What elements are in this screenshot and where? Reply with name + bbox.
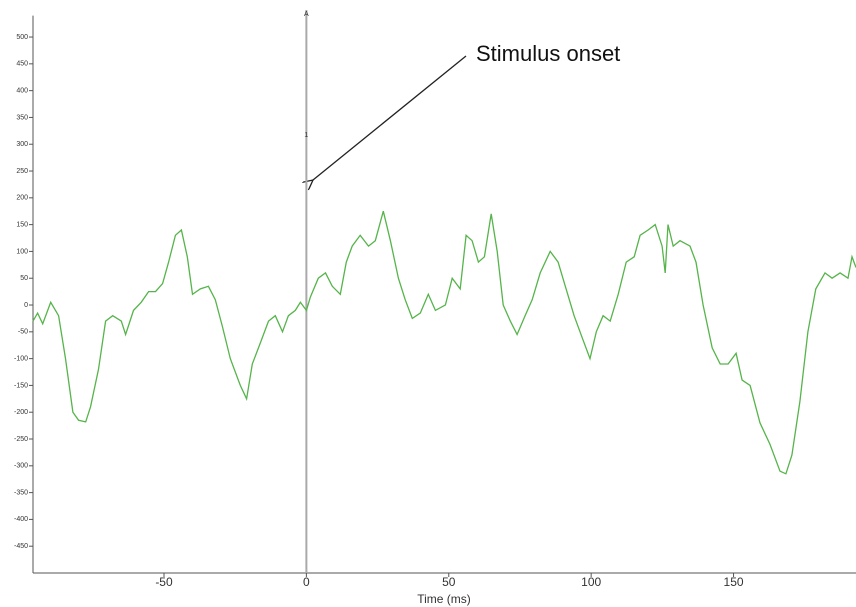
data-line — [32, 211, 856, 475]
y-tick-label: 0 — [24, 302, 28, 309]
y-tick-label: 350 — [16, 114, 28, 121]
y-tick-label: -250 — [14, 436, 28, 443]
y-tick-label: 100 — [16, 248, 28, 255]
y-tick-label: 400 — [16, 87, 28, 94]
marker-label: 1 — [304, 132, 308, 139]
y-tick-label: 250 — [16, 168, 28, 175]
y-tick-label: -100 — [14, 355, 28, 362]
annotation: Stimulus onset — [476, 41, 620, 66]
y-tick-label: -150 — [14, 382, 28, 389]
x-tick-label: 100 — [581, 575, 601, 589]
y-tick-label: -400 — [14, 516, 28, 523]
marker-label: A — [304, 11, 309, 18]
y-tick-label: -300 — [14, 463, 28, 470]
y-tick-label: -450 — [14, 543, 28, 550]
y-tick-label: 200 — [16, 195, 28, 202]
x-tick-label: -50 — [155, 575, 173, 589]
y-tick-label: 500 — [16, 34, 28, 41]
annotation-arrow — [313, 55, 467, 180]
x-tick-label: 150 — [724, 575, 744, 589]
y-tick-label: 150 — [16, 221, 28, 228]
y-tick-label: 300 — [16, 141, 28, 148]
x-axis-label: Time (ms) — [417, 592, 471, 606]
y-tick-label: -350 — [14, 489, 28, 496]
x-tick-label: 50 — [442, 575, 456, 589]
y-tick-label: -200 — [14, 409, 28, 416]
y-tick-label: -50 — [18, 329, 28, 336]
y-tick-label: 450 — [16, 61, 28, 68]
y-tick-label: 50 — [20, 275, 28, 282]
x-tick-label: 0 — [303, 575, 310, 589]
